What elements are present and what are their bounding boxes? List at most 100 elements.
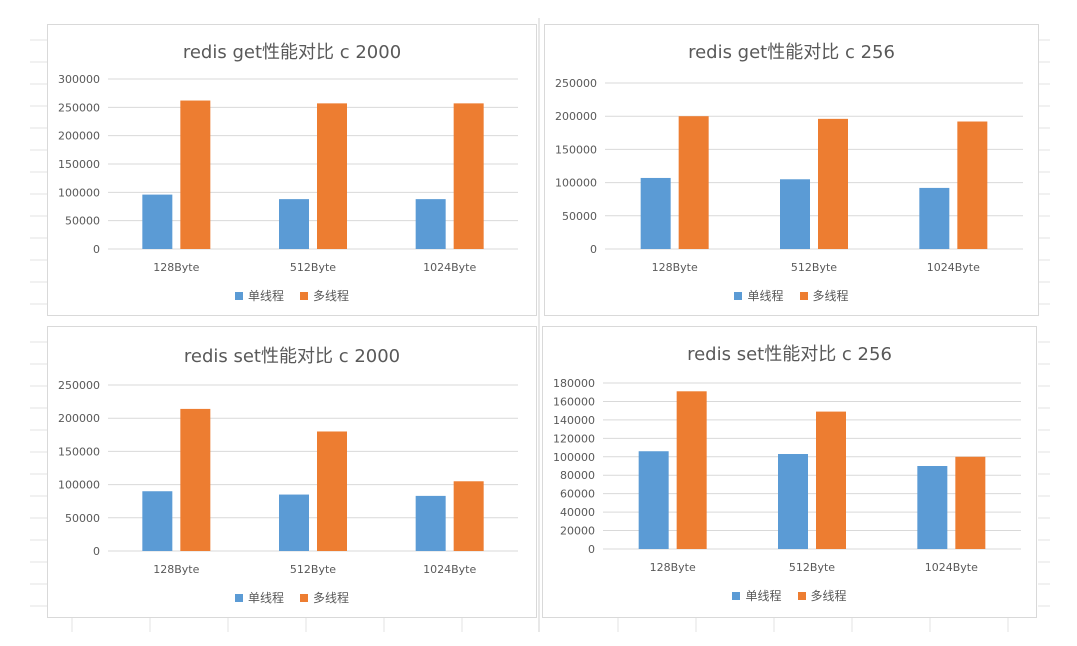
y-tick-label: 250000 <box>58 101 100 114</box>
y-tick-label: 100000 <box>555 177 597 190</box>
y-tick-label: 0 <box>590 243 597 256</box>
y-tick-label: 60000 <box>560 488 595 501</box>
bar-single-thread <box>279 494 309 551</box>
bar-single-thread <box>780 179 810 249</box>
chart-title: redis get性能对比 c 256 <box>688 42 895 63</box>
y-tick-label: 20000 <box>560 525 595 538</box>
bar-single-thread <box>638 451 669 549</box>
legend-label-multi: 多线程 <box>313 289 350 303</box>
chart-panel-set-c256[interactable]: redis set性能对比 c 256 0 20000 40000 60000 8000… <box>542 326 1037 618</box>
x-tick-label: 128Byte <box>652 261 698 274</box>
y-tick-label: 100000 <box>553 451 595 464</box>
legend-item-single: 单线程 <box>734 287 784 304</box>
y-tick-label: 200000 <box>58 130 100 143</box>
chart-title: redis set性能对比 c 2000 <box>183 346 401 367</box>
y-tick-label: 0 <box>588 543 595 556</box>
bar-multi-thread <box>818 118 848 249</box>
bar-single-thread <box>415 495 446 551</box>
legend-swatch-multi <box>300 593 308 602</box>
y-tick-label: 50000 <box>65 215 100 228</box>
bar-multi-thread <box>678 116 709 249</box>
bar-single-thread <box>142 194 173 249</box>
legend-item-multi: 多线程 <box>300 287 349 304</box>
y-tick-label: 40000 <box>560 506 595 519</box>
y-tick-label: 150000 <box>555 143 597 156</box>
legend-label-single: 单线程 <box>747 289 784 303</box>
chart-legend: 单线程 多线程 <box>545 287 1038 304</box>
chart-legend: 单线程 多线程 <box>48 287 536 304</box>
legend-item-multi: 多线程 <box>799 287 849 304</box>
legend-label-multi: 多线程 <box>810 589 847 603</box>
bar-single-thread <box>919 187 950 249</box>
bar-single-thread <box>142 491 173 551</box>
x-tick-label: 128Byte <box>153 563 199 576</box>
bar-chart-plot: 0 50000 100000 150000 200000 250000 128Byte 512… <box>555 77 1023 274</box>
x-tick-label: 512Byte <box>290 261 336 274</box>
chart-panel-get-c256[interactable]: redis get性能对比 c 256 0 50000 100000 150000 20… <box>544 24 1039 316</box>
legend-swatch-multi <box>797 591 806 600</box>
legend-item-multi: 多线程 <box>300 589 349 606</box>
legend-label-multi: 多线程 <box>313 591 350 605</box>
x-tick-label: 1024Byte <box>423 563 476 576</box>
y-tick-label: 160000 <box>553 395 595 408</box>
chart-title: redis set性能对比 c 256 <box>687 344 892 365</box>
bar-multi-thread <box>676 391 707 549</box>
y-tick-label: 180000 <box>553 377 595 390</box>
legend-item-single: 单线程 <box>234 589 284 606</box>
legend-swatch-single <box>234 291 243 300</box>
x-tick-label: 1024Byte <box>927 261 980 274</box>
legend-swatch-single <box>732 591 741 600</box>
legend-item-single: 单线程 <box>732 587 782 604</box>
bar-multi-thread <box>453 481 484 551</box>
chart-panel-set-c2000[interactable]: redis set性能对比 c 2000 0 50000 100000 150000 2… <box>47 326 537 618</box>
bar-chart-plot: 0 50000 100000 150000 200000 250000 128Byte 512… <box>58 379 518 576</box>
x-tick-label: 1024Byte <box>423 261 476 274</box>
x-tick-label: 128Byte <box>153 261 199 274</box>
bar-multi-thread <box>317 103 347 249</box>
bar-multi-thread <box>317 431 347 551</box>
bar-multi-thread <box>957 121 988 249</box>
bar-single-thread <box>778 454 808 549</box>
y-tick-label: 200000 <box>58 412 100 425</box>
bar-single-thread <box>640 177 671 249</box>
y-tick-label: 140000 <box>553 414 595 427</box>
chart-legend: 单线程 多线程 <box>543 587 1036 604</box>
bar-single-thread <box>917 466 948 549</box>
legend-item-single: 单线程 <box>234 287 284 304</box>
y-tick-label: 100000 <box>58 186 100 199</box>
legend-label-single: 单线程 <box>247 591 284 605</box>
x-tick-label: 512Byte <box>791 261 837 274</box>
legend-item-multi: 多线程 <box>797 587 847 604</box>
chart-panel-get-c2000[interactable]: redis get性能对比 c 2000 0 50000 100000 150000 2… <box>47 24 537 316</box>
bar-multi-thread <box>180 408 211 551</box>
x-tick-label: 128Byte <box>650 561 696 574</box>
y-tick-label: 250000 <box>555 77 597 90</box>
legend-label-single: 单线程 <box>745 589 782 603</box>
bar-multi-thread <box>453 103 484 249</box>
chart-legend: 单线程 多线程 <box>48 589 536 606</box>
y-tick-label: 150000 <box>58 445 100 458</box>
chart-title: redis get性能对比 c 2000 <box>182 42 402 63</box>
legend-label-multi: 多线程 <box>812 289 849 303</box>
y-tick-label: 250000 <box>58 379 100 392</box>
x-tick-label: 512Byte <box>290 563 336 576</box>
bar-single-thread <box>279 199 309 249</box>
bar-chart-plot: 0 20000 40000 60000 80000 100000 120000 140000 1… <box>553 377 1021 574</box>
y-tick-label: 0 <box>93 243 100 256</box>
x-tick-label: 512Byte <box>789 561 835 574</box>
y-tick-label: 150000 <box>58 158 100 171</box>
y-tick-label: 100000 <box>58 479 100 492</box>
bar-single-thread <box>415 199 446 249</box>
y-tick-label: 0 <box>93 545 100 558</box>
y-tick-label: 300000 <box>58 73 100 86</box>
y-tick-label: 50000 <box>562 210 597 223</box>
bar-chart-plot: 0 50000 100000 150000 200000 250000 300000 128B… <box>58 73 518 274</box>
legend-label-single: 单线程 <box>247 289 284 303</box>
legend-swatch-single <box>234 593 243 602</box>
bar-multi-thread <box>816 411 846 549</box>
y-tick-label: 80000 <box>560 469 595 482</box>
y-tick-label: 50000 <box>65 512 100 525</box>
legend-swatch-single <box>734 291 743 300</box>
y-tick-label: 200000 <box>555 110 597 123</box>
